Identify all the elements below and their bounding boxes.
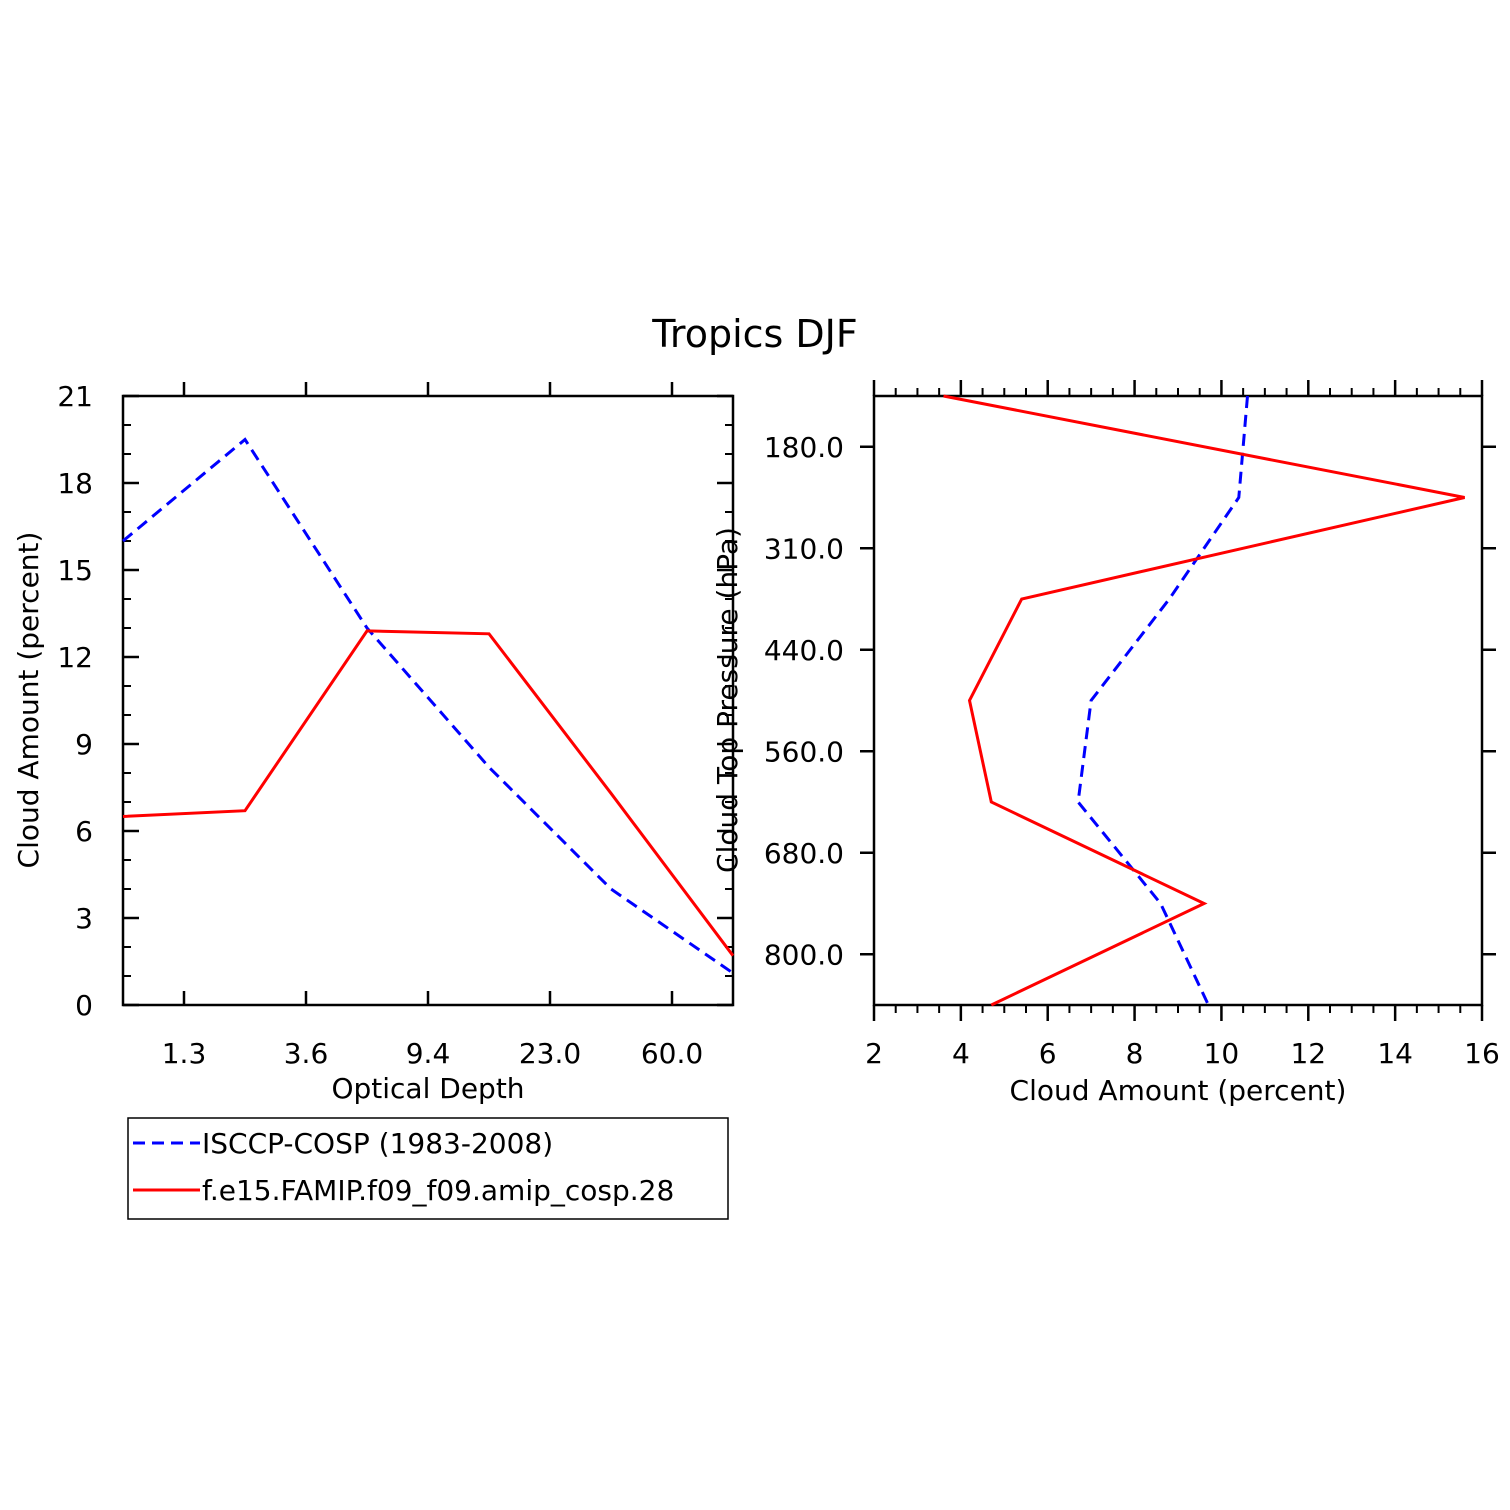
- left-x-tick-label: 9.4: [406, 1037, 451, 1070]
- left-ticks: 0 3 6 9 12 15 18 21 1.3 3.6 9.4 23.0 60.0: [57, 380, 733, 1070]
- right-x-tick-label: 8: [1126, 1037, 1144, 1070]
- left-plot-frame: [121, 394, 735, 1007]
- right-x-tick-label: 2: [865, 1037, 883, 1070]
- right-y-tick-label: 310.0: [764, 532, 844, 565]
- legend-label-isccp: ISCCP-COSP (1983-2008): [202, 1127, 553, 1160]
- left-x-axis-label: Optical Depth: [331, 1072, 524, 1105]
- right-series-model: [943, 394, 1465, 1007]
- right-x-axis-label: Cloud Amount (percent): [1010, 1074, 1347, 1107]
- left-y-tick-label: 3: [75, 902, 93, 935]
- left-x-tick-label: 1.3: [162, 1037, 207, 1070]
- left-x-tick-label: 23.0: [519, 1037, 581, 1070]
- right-x-tick-label: 4: [952, 1037, 970, 1070]
- right-ticks: 2 4 6 8 10 12 14 16 180.0 310.0 440.0 560.0 680.0 800…: [764, 380, 1500, 1070]
- left-x-tick-label: 3.6: [284, 1037, 329, 1070]
- left-y-axis-label: Cloud Amount (percent): [12, 532, 45, 869]
- left-y-tick-label: 9: [75, 728, 93, 761]
- right-y-tick-label: 560.0: [764, 735, 844, 768]
- legend-label-model: f.e15.FAMIP.f09_f09.amip_cosp.28: [202, 1174, 674, 1207]
- left-y-tick-label: 18: [57, 467, 93, 500]
- left-y-tick-label: 12: [57, 641, 93, 674]
- right-y-tick-label: 800.0: [764, 938, 844, 971]
- right-x-tick-label: 6: [1039, 1037, 1057, 1070]
- right-x-tick-label: 12: [1290, 1037, 1326, 1070]
- right-series-isccp: [1076, 395, 1249, 1006]
- left-series-lines: [122, 437, 735, 975]
- left-y-tick-label: 0: [75, 989, 93, 1022]
- left-y-tick-label: 15: [57, 554, 93, 587]
- left-y-tick-label: 6: [75, 815, 93, 848]
- left-series-isccp: [122, 437, 734, 975]
- legend-box: [127, 1117, 729, 1220]
- right-series-lines: [943, 394, 1465, 1007]
- legend: ISCCP-COSP (1983-2008) f.e15.FAMIP.f09_f…: [127, 1117, 729, 1220]
- right-plot-frame: [872, 394, 1484, 1007]
- left-y-tick-label: 21: [57, 380, 93, 413]
- left-x-tick-label: 60.0: [641, 1037, 703, 1070]
- chart-title: Tropics DJF: [651, 312, 857, 356]
- right-y-axis-label: Cloud Top Pressure (hPa): [711, 527, 744, 873]
- right-y-tick-label: 180.0: [764, 431, 844, 464]
- right-x-tick-label: 14: [1377, 1037, 1413, 1070]
- left-series-model: [122, 629, 735, 957]
- right-x-tick-label: 16: [1464, 1037, 1500, 1070]
- right-panel-cloud-top-pressure: 2 4 6 8 10 12 14 16 180.0 310.0 440.0 560.0 680.0 800…: [711, 380, 1500, 1107]
- right-y-tick-label: 440.0: [764, 634, 844, 667]
- right-x-tick-label: 10: [1204, 1037, 1240, 1070]
- left-panel-optical-depth: 0 3 6 9 12 15 18 21 1.3 3.6 9.4 23.0 60.0 Optical De…: [12, 380, 735, 1105]
- right-y-tick-label: 680.0: [764, 837, 844, 870]
